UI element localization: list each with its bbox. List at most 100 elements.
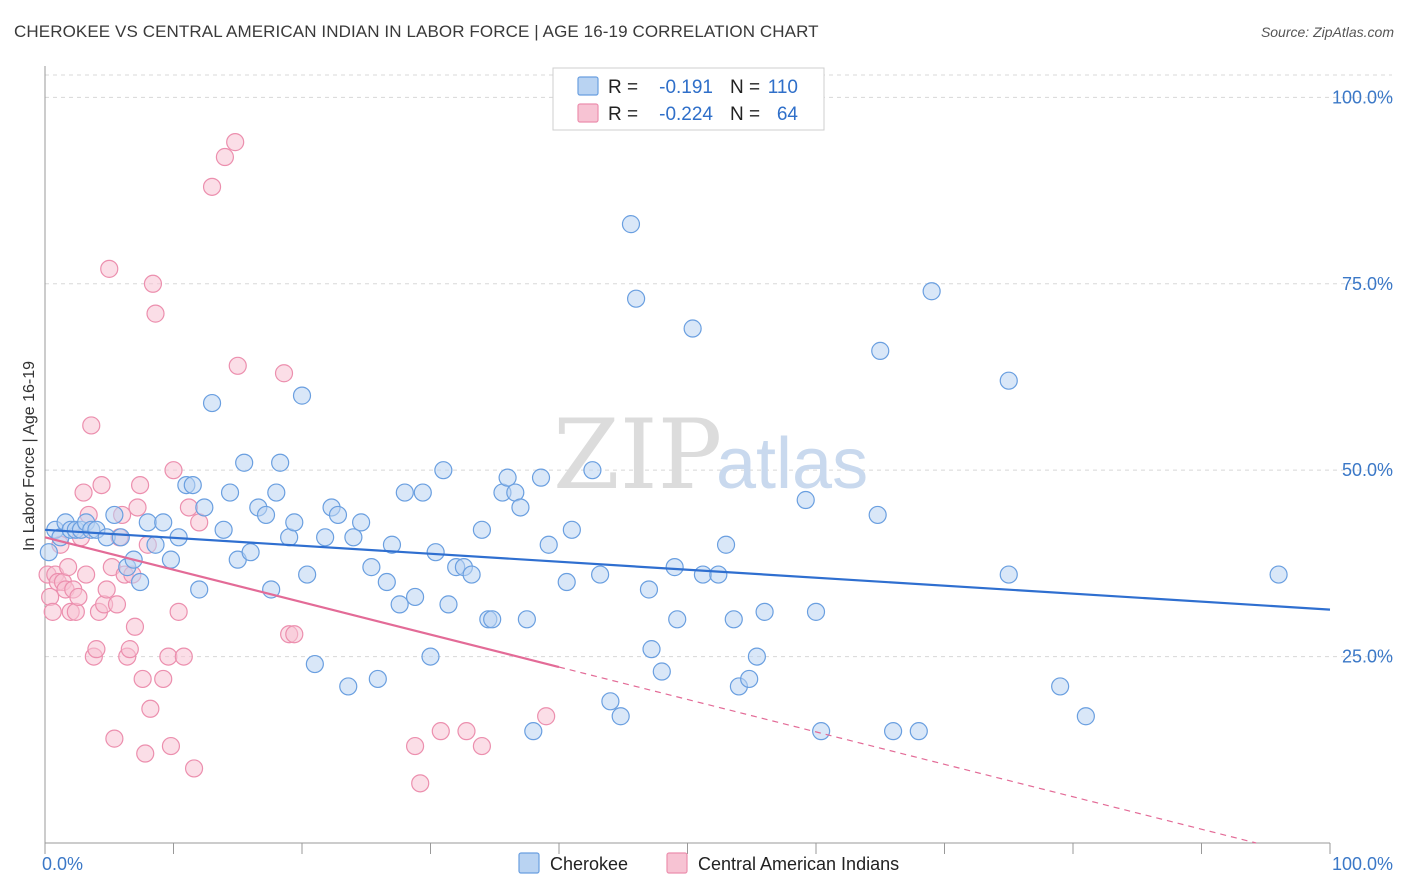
cherokee-point — [352, 513, 371, 532]
central-american-indians-point — [174, 647, 193, 666]
central-american-indians-point — [77, 565, 96, 584]
central-american-indians-point — [457, 722, 476, 741]
cherokee-point — [344, 528, 363, 547]
cherokee-point — [668, 610, 687, 629]
cherokee-point — [146, 535, 165, 554]
central-american-indians-point — [411, 774, 430, 793]
central-american-indians-point — [66, 602, 85, 621]
cherokee-point — [161, 550, 181, 569]
bottom-legend-swatch-central-american-indians — [666, 852, 688, 874]
cherokee-point — [267, 483, 286, 502]
y-axis-title: In Labor Force | Age 16-19 — [21, 361, 38, 551]
cherokee-point — [377, 572, 396, 592]
axes — [44, 66, 1331, 854]
cherokee-point — [583, 461, 602, 480]
cherokee-point — [755, 602, 774, 621]
cherokee-point — [922, 282, 941, 301]
central-american-indians-point — [100, 259, 119, 278]
central-american-indians-point — [143, 274, 163, 293]
cherokee-point — [665, 558, 684, 577]
x-axis-tick-labels: 0.0% 100.0% — [42, 854, 1393, 874]
central-american-indians-point — [74, 483, 93, 502]
central-american-indians-point — [59, 558, 78, 577]
central-american-indians-point — [285, 625, 304, 644]
legend-r-label: R = — [608, 77, 638, 98]
y-axis-tick-labels: 25.0% 50.0% 75.0% 100.0% — [1332, 87, 1393, 666]
cherokee-point — [601, 692, 620, 711]
source-credit: Source: ZipAtlas.com — [1260, 24, 1394, 40]
cherokee-point — [498, 468, 517, 487]
cherokee-point — [796, 490, 815, 510]
cherokee-point — [652, 662, 671, 681]
cherokee-point — [111, 528, 130, 547]
cherokee-point — [285, 513, 304, 532]
cherokee-point — [557, 572, 576, 592]
central-american-indians-point — [41, 587, 60, 607]
x-tick-label-max: 100.0% — [1332, 854, 1393, 874]
cherokee-point — [390, 595, 409, 614]
legend-r-value-central-american-indians: -0.224 — [659, 104, 713, 125]
x-tick-label-min: 0.0% — [42, 854, 83, 874]
cherokee-point — [202, 393, 222, 413]
y-tick-label: 25.0% — [1342, 647, 1393, 667]
cherokee-point — [539, 535, 558, 554]
central-american-indians-point — [141, 699, 160, 718]
cherokee-point — [611, 707, 630, 726]
cherokee-point — [868, 505, 887, 525]
cherokee-point — [235, 453, 254, 472]
series-cherokee-points — [39, 215, 1288, 741]
cherokee-point — [328, 505, 348, 525]
cherokee-point — [1076, 707, 1095, 726]
cherokee-point — [405, 587, 425, 607]
central-american-indians-point — [274, 364, 294, 383]
bottom-legend-swatch-cherokee — [518, 852, 540, 874]
chart-title: CHEROKEE VS CENTRAL AMERICAN INDIAN IN L… — [14, 22, 819, 41]
bottom-legend: Cherokee Central American Indians — [518, 852, 899, 874]
series-central-american-indians-points — [38, 133, 556, 793]
cherokee-point — [395, 483, 414, 502]
cherokee-point — [214, 520, 233, 539]
cherokee-point — [368, 669, 387, 689]
legend-box: R = -0.191 N = 110 R = -0.224 N = 64 — [552, 67, 825, 131]
legend-n-value-cherokee: 110 — [768, 77, 798, 98]
central-american-indians-point — [184, 759, 204, 778]
cherokee-point — [190, 580, 209, 599]
cherokee-point — [591, 565, 610, 584]
central-american-indians-point — [136, 744, 155, 763]
legend-n-label: N = — [730, 104, 760, 125]
trend-line-cherokee — [44, 528, 1331, 611]
central-american-indians-point — [537, 707, 556, 726]
watermark-atlas: atlas — [716, 424, 868, 504]
central-american-indians-point — [159, 647, 178, 666]
cherokee-point — [138, 513, 157, 532]
central-american-indians-point — [169, 602, 188, 621]
cherokee-point — [709, 565, 728, 584]
central-american-indians-point — [128, 498, 147, 517]
cherokee-point — [483, 610, 502, 629]
central-american-indians-point — [179, 498, 199, 517]
legend-swatch-cherokee — [577, 76, 599, 96]
trend-lines — [44, 528, 1331, 844]
trend-line-extension — [558, 666, 1257, 844]
central-american-indians-point — [87, 640, 106, 659]
cherokee-point — [434, 461, 453, 480]
cherokee-point — [683, 319, 702, 338]
central-american-indians-point — [107, 595, 127, 614]
central-american-indians-point — [215, 147, 234, 167]
central-american-indians-point — [405, 736, 425, 756]
cherokee-point — [382, 535, 402, 554]
central-american-indians-point — [120, 640, 139, 659]
cherokee-point — [1269, 565, 1288, 584]
cherokee-point — [154, 513, 173, 532]
bottom-legend-label-cherokee: Cherokee — [550, 854, 628, 874]
cherokee-point — [693, 565, 713, 584]
central-american-indians-point — [130, 475, 150, 495]
cherokee-point — [241, 543, 260, 562]
legend-r-label: R = — [608, 104, 638, 125]
trend-line-central-american-indians — [44, 536, 560, 669]
cherokee-point — [183, 475, 202, 495]
cherokee-point — [999, 371, 1018, 390]
central-american-indians-point — [226, 133, 245, 152]
central-american-indians-point — [202, 177, 222, 196]
